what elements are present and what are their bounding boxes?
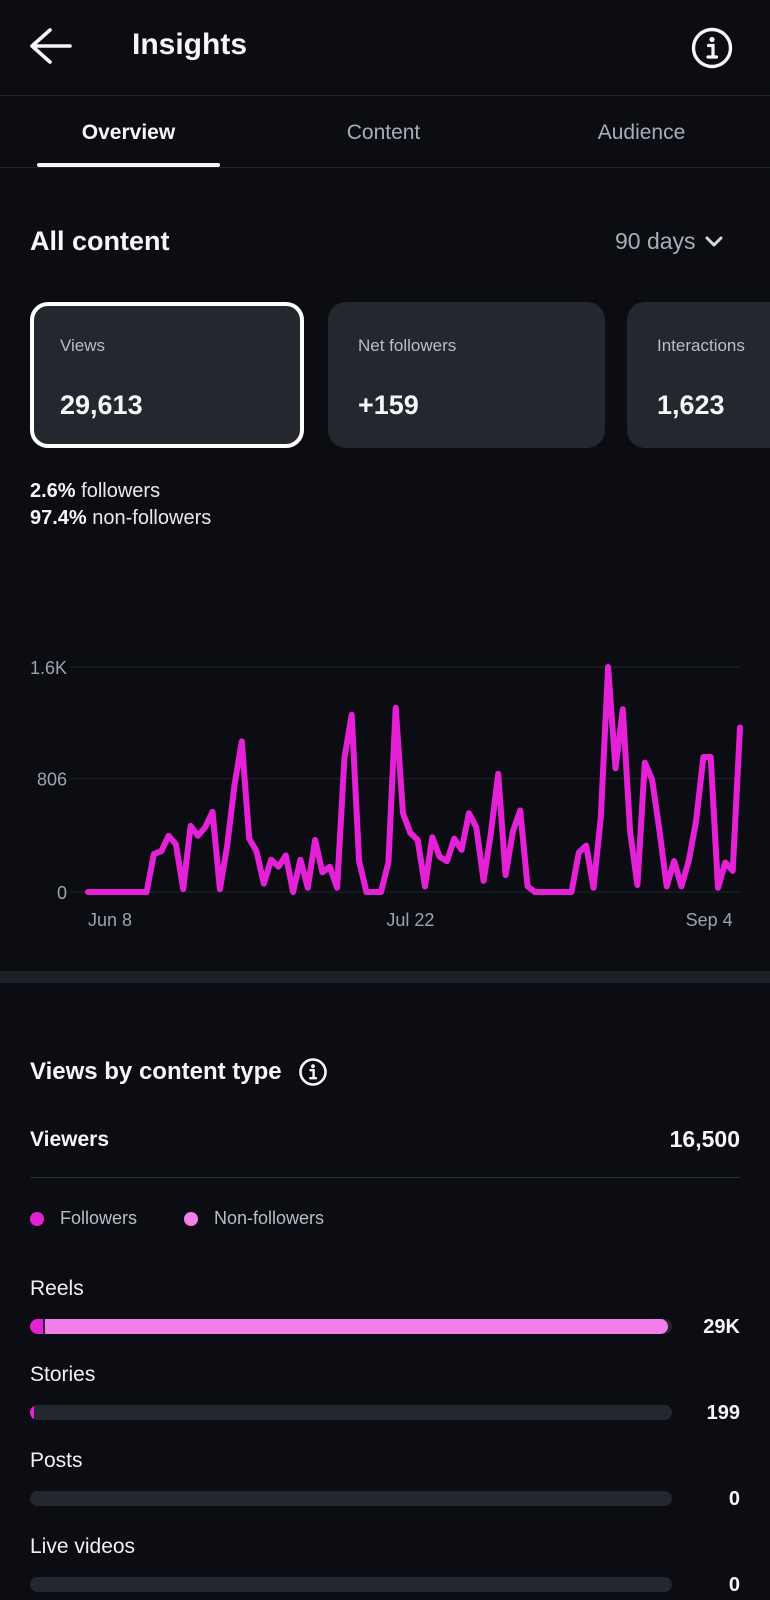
y-tick-label: 1.6K [30, 658, 67, 678]
content-type-value-posts: 0 [728, 1488, 740, 1510]
metric-card-interactions[interactable]: Interactions 1,623 [627, 302, 770, 448]
content-type-value-live-videos: 0 [728, 1574, 740, 1596]
section-divider [0, 971, 770, 983]
viewers-label: Viewers [30, 1128, 110, 1151]
metric-value: 29,613 [60, 390, 143, 420]
content-type-label-posts: Posts [30, 1449, 83, 1472]
info-icon[interactable] [690, 26, 734, 70]
tab-overview[interactable]: Overview [81, 121, 176, 144]
legend-dot [184, 1211, 198, 1226]
views-line-chart: 1.6K 806 0 Jun 8 Jul 22 Sep 4 [30, 658, 743, 930]
followers-label: followers [81, 480, 161, 502]
tab-content[interactable]: Content [346, 121, 421, 144]
y-tick-label: 0 [57, 883, 67, 903]
bar-track-reels [30, 1319, 672, 1334]
bar-nonfollowers-reels [44, 1319, 668, 1334]
followers-percent: 2.6% [30, 480, 76, 502]
x-tick-label: Jun 8 [88, 910, 132, 930]
metric-card-net-followers[interactable]: Net followers +159 [328, 302, 605, 448]
bar-track-live-videos [30, 1577, 672, 1592]
legend-item-followers: Followers [30, 1208, 137, 1229]
metric-value: 1,623 [657, 390, 725, 420]
legend-label: Followers [60, 1208, 138, 1228]
divider [30, 1177, 740, 1178]
legend-label: Non-followers [214, 1208, 325, 1228]
content-type-label-reels: Reels [30, 1277, 84, 1300]
chevron-down-icon [705, 236, 723, 246]
date-range-dropdown[interactable]: 90 days [615, 228, 724, 255]
follower-split: 2.6% followers 97.4% non-followers [30, 478, 211, 532]
content-type-value-stories: 199 [706, 1402, 740, 1424]
x-tick-label: Sep 4 [686, 910, 733, 930]
metric-value: +159 [358, 390, 419, 420]
section-title: All content [30, 226, 170, 256]
nonfollowers-label: non-followers [92, 507, 212, 529]
x-tick-label: Jul 22 [386, 910, 434, 930]
bar-track-posts [30, 1491, 672, 1506]
page-title: Insights [132, 28, 248, 61]
legend-dot [30, 1211, 44, 1226]
legend-item-nonfollowers: Non-followers [184, 1208, 324, 1229]
info-icon[interactable] [298, 1057, 328, 1087]
content-type-value-reels: 29K [703, 1316, 740, 1338]
date-range-label: 90 days [615, 228, 696, 254]
back-arrow-icon[interactable] [28, 26, 74, 66]
metric-label: Net followers [358, 336, 457, 355]
bar-followers-stories [30, 1405, 34, 1420]
content-type-label-stories: Stories [30, 1363, 96, 1386]
active-tab-indicator [37, 163, 220, 167]
metric-card-views[interactable]: Views 29,613 [30, 302, 304, 448]
y-tick-label: 806 [37, 770, 67, 790]
views-series-line [85, 664, 743, 895]
bar-track-stories [30, 1405, 672, 1420]
views-by-type-title: Views by content type [30, 1058, 282, 1085]
content-type-label-live-videos: Live videos [30, 1535, 136, 1558]
tab-bar: Overview Content Audience [0, 96, 770, 168]
metric-label: Views [60, 336, 106, 355]
viewers-value: 16,500 [669, 1126, 740, 1152]
top-bar: Insights [0, 0, 770, 96]
tab-audience[interactable]: Audience [597, 121, 686, 144]
nonfollowers-percent: 97.4% [30, 507, 87, 529]
bar-followers-reels [30, 1319, 43, 1334]
metric-label: Interactions [657, 336, 745, 355]
